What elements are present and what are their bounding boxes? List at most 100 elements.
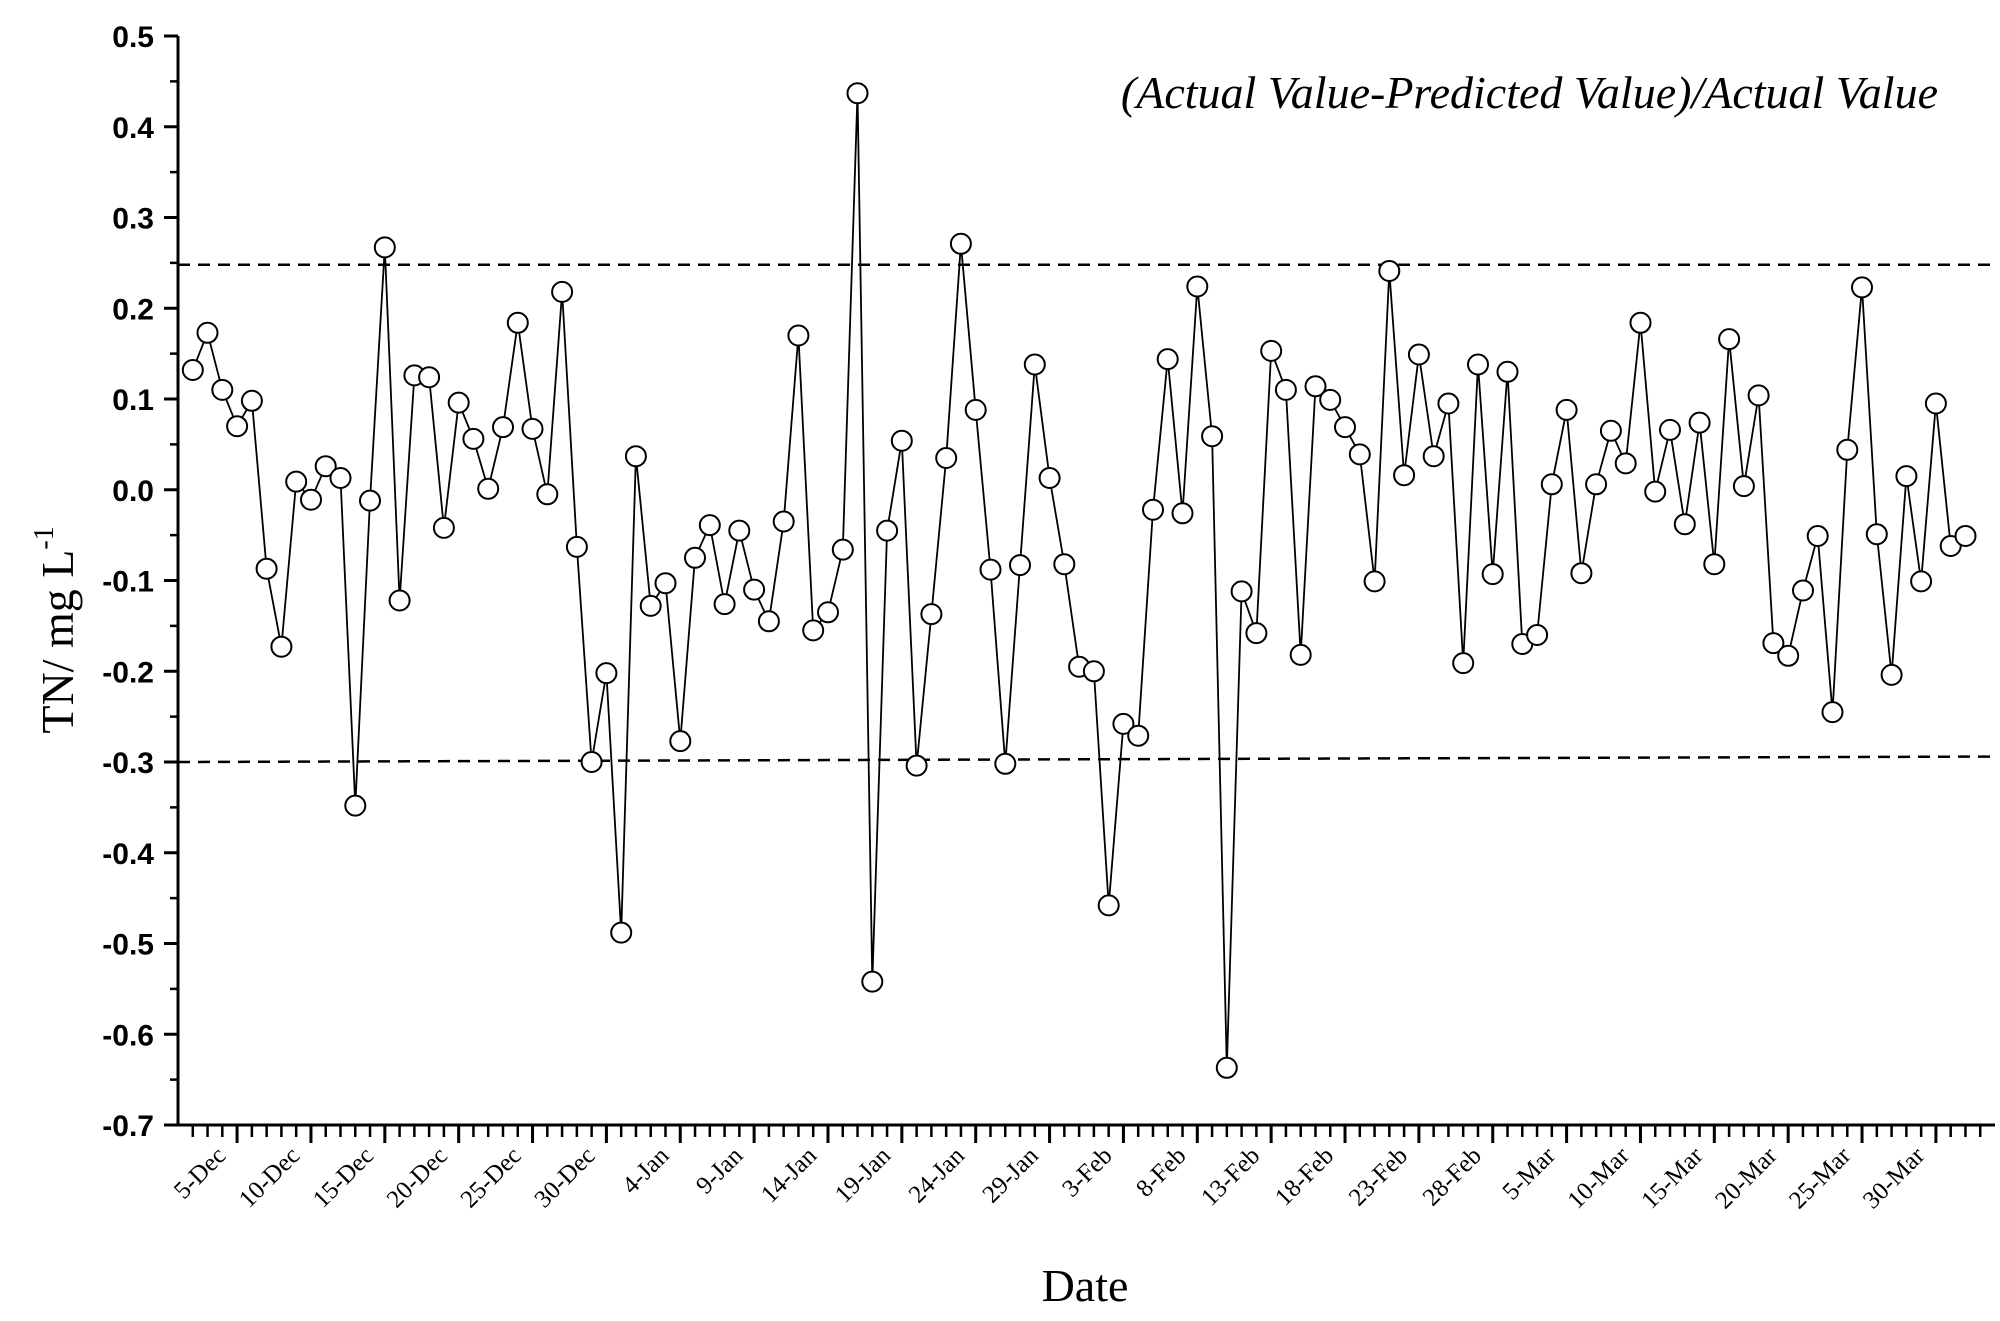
- data-point: [905, 754, 928, 777]
- data-point: [994, 752, 1017, 775]
- data-point: [300, 488, 322, 511]
- data-point: [713, 593, 736, 616]
- data-point: [580, 751, 603, 773]
- x-tick-label: 14-Jan: [756, 1142, 823, 1209]
- x-tick-label: 20-Mar: [1710, 1142, 1783, 1215]
- x-tick-label: 4-Jan: [617, 1142, 675, 1200]
- data-point: [1496, 360, 1519, 383]
- data-point: [1703, 553, 1726, 576]
- data-point: [447, 391, 470, 414]
- x-tick-label: 5-Mar: [1498, 1142, 1562, 1206]
- reference-line: [177, 755, 1996, 764]
- x-tick-label: 20-Dec: [382, 1142, 453, 1213]
- data-point: [211, 378, 234, 401]
- data-point: [772, 510, 795, 533]
- data-point: [1629, 311, 1652, 334]
- y-tick-label: -0.5: [102, 929, 154, 962]
- data-point: [1363, 570, 1386, 593]
- data-point: [1112, 712, 1135, 735]
- data-point: [979, 558, 1002, 581]
- y-axis-label-superscript: -1: [29, 526, 60, 549]
- data-point: [831, 538, 854, 561]
- data-point: [477, 477, 500, 500]
- x-tick-label: 30-Dec: [530, 1142, 601, 1213]
- data-point: [684, 546, 706, 569]
- data-point: [1201, 425, 1224, 448]
- data-point: [1939, 535, 1962, 557]
- data-point: [1954, 525, 1977, 547]
- reference-lines: [177, 263, 1996, 764]
- data-point: [536, 483, 559, 506]
- data-point: [1097, 894, 1120, 917]
- x-tick-label: 19-Jan: [830, 1142, 897, 1209]
- data-point: [1127, 724, 1150, 747]
- data-point: [1924, 392, 1947, 415]
- data-point: [1777, 644, 1800, 667]
- x-tick-label: 29-Jan: [978, 1142, 1045, 1209]
- data-point: [506, 311, 529, 334]
- data-point: [1142, 498, 1164, 521]
- data-point: [240, 389, 263, 412]
- data-point: [1747, 384, 1770, 407]
- data-point: [462, 427, 485, 450]
- data-point: [1452, 652, 1475, 675]
- data-point: [757, 610, 780, 633]
- x-tick-label: 25-Dec: [456, 1142, 527, 1213]
- data-point: [1792, 579, 1814, 602]
- data-point: [359, 489, 381, 512]
- data-point: [610, 921, 633, 944]
- data-point: [624, 445, 647, 468]
- data-point: [1570, 562, 1593, 585]
- y-tick-label: 0.3: [112, 203, 154, 236]
- y-tick-label: -0.6: [102, 1019, 154, 1052]
- data-point: [1688, 411, 1711, 434]
- data-point: [1762, 632, 1785, 655]
- y-tick-label: -0.2: [102, 656, 154, 689]
- data-point: [418, 366, 441, 389]
- y-tick-label: 0.2: [112, 293, 154, 326]
- data-point: [1481, 563, 1504, 586]
- data-point: [285, 470, 308, 493]
- x-tick-label: 9-Jan: [691, 1142, 749, 1200]
- x-tick-label: 24-Jan: [904, 1142, 971, 1209]
- data-point: [270, 635, 293, 658]
- data-point: [1009, 554, 1031, 577]
- data-point: [314, 455, 337, 478]
- data-point: [1082, 660, 1105, 683]
- x-tick-label: 18-Feb: [1270, 1142, 1339, 1211]
- x-tick-label: 25-Mar: [1784, 1142, 1857, 1215]
- data-point: [1644, 480, 1667, 503]
- data-point: [1348, 443, 1371, 466]
- data-point: [1821, 701, 1844, 724]
- data-point: [492, 416, 514, 439]
- data-point: [1393, 464, 1416, 487]
- data-point: [595, 662, 618, 685]
- data-point: [1467, 353, 1489, 376]
- data-point: [890, 429, 913, 452]
- data-point: [1806, 525, 1829, 547]
- data-point: [1171, 502, 1194, 525]
- data-point: [1865, 523, 1888, 546]
- data-point: [1230, 580, 1253, 603]
- annotation: (Actual Value-Predicted Value)/Actual Va…: [1121, 67, 1938, 118]
- data-point: [1836, 438, 1859, 461]
- data-point: [743, 578, 766, 601]
- data-point: [1732, 475, 1755, 498]
- y-tick-label: 0.1: [112, 384, 154, 417]
- data-point: [432, 516, 455, 539]
- data-point: [861, 970, 884, 993]
- data-point: [639, 594, 662, 617]
- x-tick-label: 10-Dec: [234, 1142, 305, 1213]
- data-point: [1614, 452, 1637, 475]
- x-tick-label: 28-Feb: [1418, 1142, 1487, 1211]
- data-point: [1304, 375, 1327, 398]
- y-tick-label: 0.4: [112, 112, 154, 145]
- data-point: [876, 519, 899, 542]
- data-point: [344, 794, 367, 817]
- y-tick-label: -0.1: [102, 566, 154, 599]
- data-point: [1378, 260, 1401, 282]
- data-point: [1422, 445, 1445, 468]
- y-tick-label: -0.4: [102, 838, 154, 871]
- data-point: [1540, 473, 1563, 496]
